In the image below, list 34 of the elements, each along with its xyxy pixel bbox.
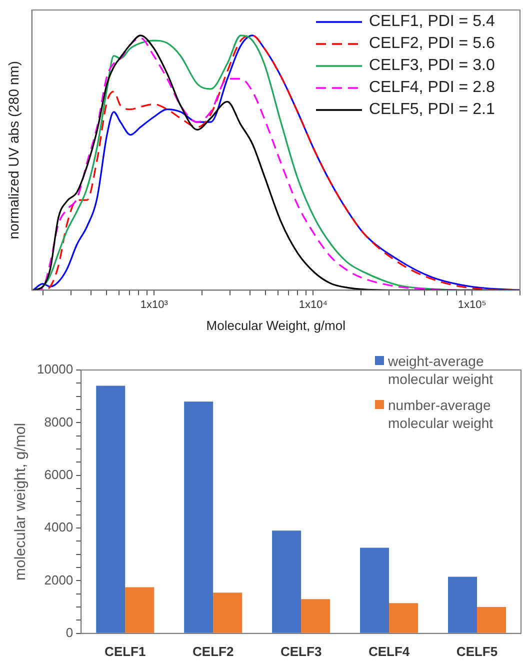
y-tick-label: 0 [66, 624, 74, 640]
x-tick-label: 1x10³ [140, 298, 168, 311]
y-tick-label: 8000 [44, 414, 74, 430]
bar [477, 607, 506, 633]
x-tick-label: CELF3 [280, 644, 322, 659]
legend-label: CELF3, PDI = 3.0 [369, 56, 495, 75]
legend-label: CELF4, PDI = 2.8 [369, 78, 495, 97]
y-axis-title: molecular weight, g/mol [12, 422, 30, 580]
bar [360, 548, 390, 633]
legend-label: CELF1, PDI = 5.4 [369, 12, 495, 31]
y-tick-label: 10000 [36, 362, 74, 377]
bar [272, 530, 302, 633]
x-tick-label: CELF5 [456, 644, 498, 659]
legend-label: CELF5, PDI = 2.1 [369, 100, 495, 119]
legend-label: weight-average molecular weight [388, 352, 494, 388]
bar [301, 599, 330, 633]
x-axis-title: Molecular Weight, g/mol [206, 318, 346, 333]
bar [213, 592, 242, 633]
bar [96, 386, 126, 633]
x-tick-label: 1x10⁵ [458, 298, 486, 311]
x-tick-label: CELF4 [368, 644, 410, 659]
x-tick-label: CELF1 [104, 644, 146, 659]
y-tick-label: 2000 [44, 572, 74, 588]
bar [448, 576, 478, 633]
legend-label: CELF2, PDI = 5.6 [369, 34, 495, 53]
x-tick-label: CELF2 [192, 644, 234, 659]
bar [389, 603, 418, 633]
bar [125, 587, 154, 633]
y-axis-title: normalized UV abs (280 nm) [5, 61, 22, 240]
bar [184, 402, 214, 633]
y-tick-label: 4000 [44, 520, 74, 535]
y-tick-label: 6000 [44, 466, 74, 482]
x-tick-label: 1x10⁴ [298, 298, 328, 311]
legend-label: number-average molecular weight [388, 396, 494, 432]
